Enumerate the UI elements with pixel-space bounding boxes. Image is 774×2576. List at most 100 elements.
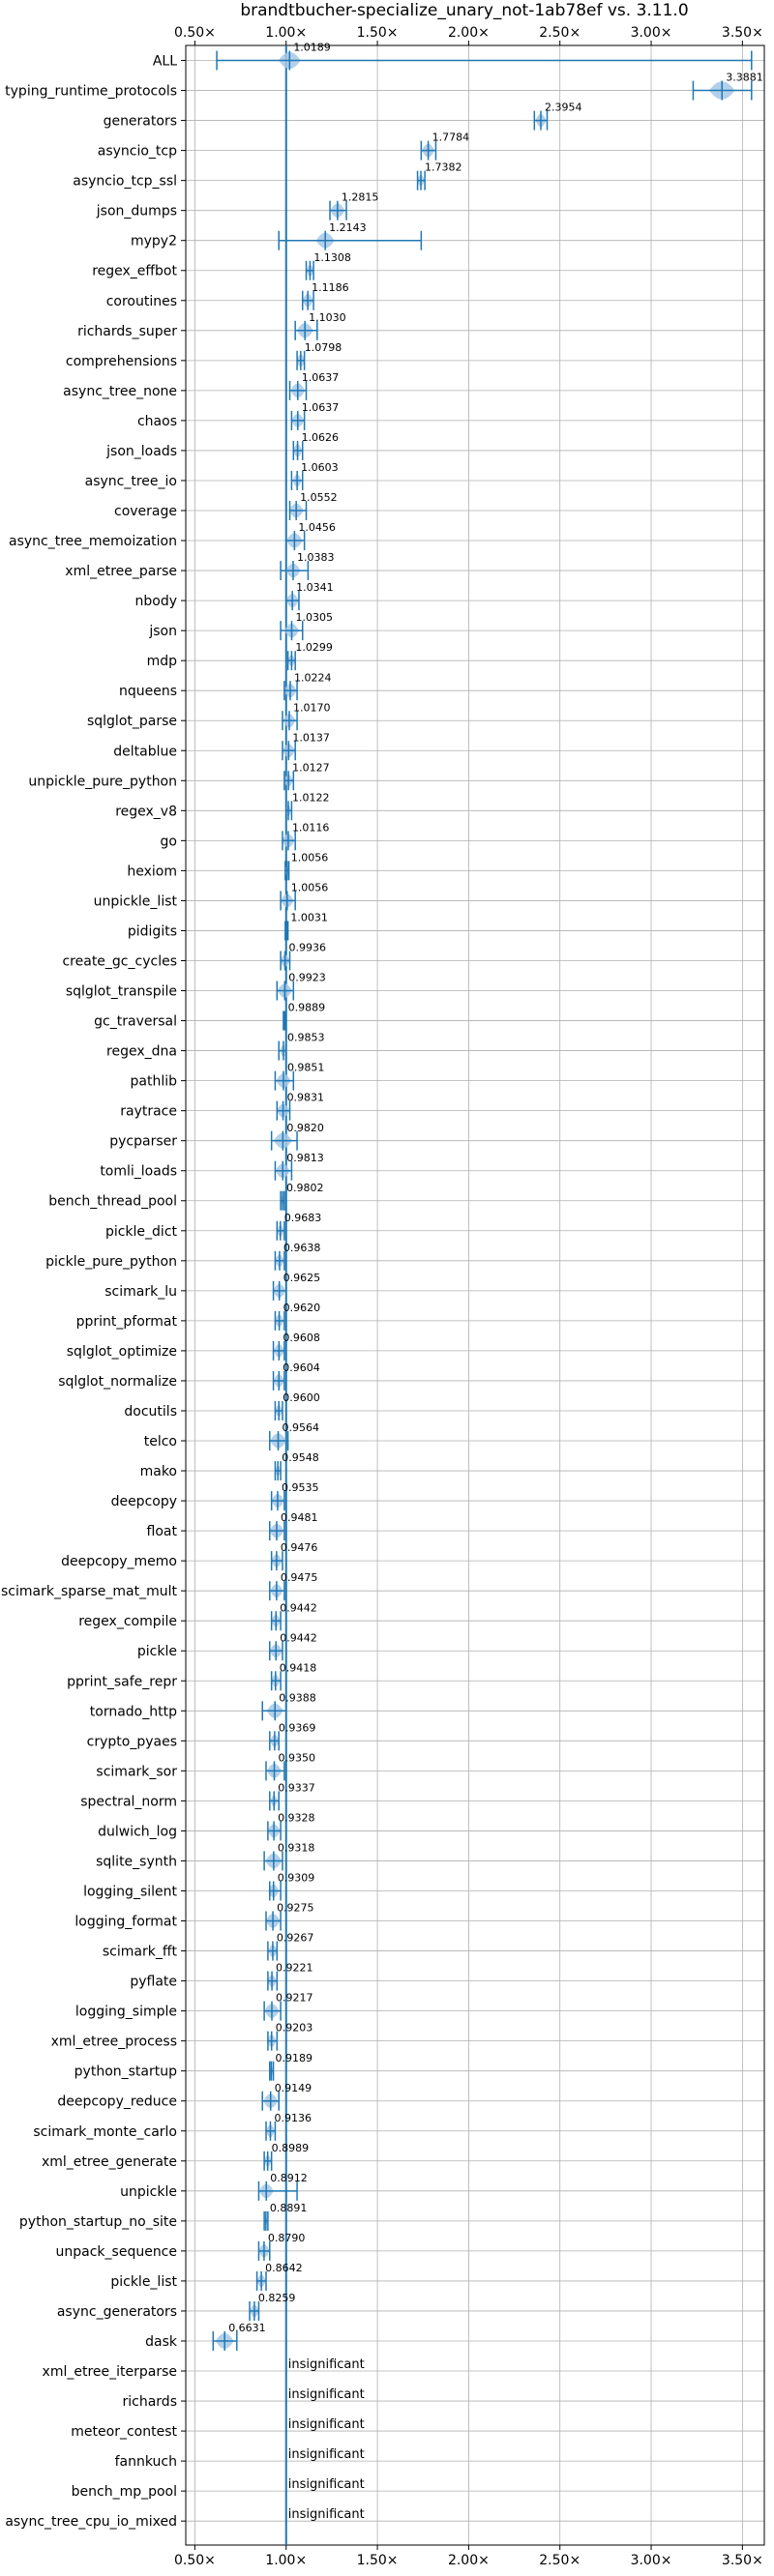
benchmark-label: async_tree_io: [85, 474, 177, 489]
benchmark-label: sqlglot_transpile: [66, 984, 177, 1000]
benchmark-label: mypy2: [131, 234, 177, 249]
value-label: 0.9476: [281, 1541, 318, 1554]
value-label: 0.9638: [283, 1242, 321, 1254]
value-label: 0.8912: [270, 2172, 308, 2184]
benchmark-label: logging_simple: [75, 2005, 177, 2020]
benchmark-label: richards_super: [77, 324, 177, 339]
benchmark-label: pickle_list: [110, 2274, 177, 2290]
benchmark-label: pickle: [137, 1644, 177, 1659]
value-label: 1.0137: [292, 731, 330, 744]
x-tick-label-bottom: 2.50×: [539, 2553, 580, 2568]
benchmark-label: comprehensions: [66, 354, 177, 369]
value-label: 1.0637: [302, 401, 340, 414]
benchmark-label: logging_format: [74, 1915, 177, 1930]
x-tick-label-top: 3.50×: [722, 25, 763, 41]
value-label: 0.8790: [268, 2232, 306, 2244]
value-label: 1.1186: [312, 281, 349, 294]
benchmark-label: scimark_sparse_mat_mult: [1, 1584, 177, 1599]
insignificant-label: insignificant: [288, 2507, 365, 2522]
value-label: 1.1030: [309, 311, 346, 324]
x-tick-label-bottom: 3.50×: [722, 2553, 763, 2568]
x-tick-label-bottom: 2.00×: [448, 2553, 490, 2568]
x-tick-label-bottom: 1.50×: [357, 2553, 399, 2568]
value-label: 0.9802: [286, 1182, 324, 1194]
benchmark-label: chaos: [137, 414, 177, 429]
benchmark-label: bench_mp_pool: [72, 2484, 177, 2500]
benchmark-label: docutils: [124, 1404, 177, 1420]
value-label: 0.9853: [287, 1032, 325, 1044]
value-label: 1.0626: [302, 431, 340, 444]
value-label: 0.9604: [283, 1361, 320, 1374]
value-label: 1.0031: [290, 912, 328, 924]
value-label: 0.9388: [279, 1691, 316, 1704]
benchmark-label: async_tree_none: [63, 384, 177, 399]
benchmark-label: pickle_dict: [105, 1224, 178, 1240]
value-label: 0.9683: [284, 1212, 322, 1224]
benchmark-label: regex_dna: [106, 1044, 177, 1060]
value-label: 0.9936: [289, 942, 327, 954]
benchmark-label: xml_etree_iterparse: [43, 2364, 177, 2380]
value-label: 0.9442: [280, 1631, 317, 1644]
x-tick-label-top: 0.50×: [174, 25, 216, 41]
value-label: 1.7784: [432, 132, 470, 144]
value-label: 1.0299: [295, 641, 333, 654]
benchmark-label: pathlib: [131, 1074, 178, 1090]
value-label: 1.1308: [313, 251, 351, 264]
benchmark-label: mako: [140, 1464, 177, 1479]
value-label: 1.0603: [301, 461, 339, 474]
value-label: 0.9475: [281, 1571, 318, 1584]
value-label: 0.9318: [278, 1842, 315, 1855]
value-label: 0.9369: [279, 1721, 316, 1734]
plot-frame: [185, 44, 765, 2546]
x-tick-label-bottom: 0.50×: [174, 2553, 216, 2568]
benchmark-label: nbody: [135, 594, 178, 609]
benchmark-label: go: [161, 834, 177, 849]
benchmark-label: fannkuch: [115, 2454, 177, 2470]
insignificant-label: insignificant: [288, 2417, 365, 2432]
benchmark-label: dulwich_log: [98, 1824, 177, 1839]
value-label: 1.0122: [292, 791, 330, 804]
value-label: 1.0637: [302, 371, 340, 384]
value-label: 1.0170: [293, 701, 331, 714]
benchmark-label: gc_traversal: [94, 1014, 177, 1030]
x-tick-label-top: 1.00×: [265, 25, 307, 41]
x-tick-label-top: 3.00×: [631, 25, 672, 41]
benchmark-label: coverage: [114, 504, 177, 519]
benchmark-label: xml_etree_process: [51, 2034, 177, 2050]
value-label: 0.9564: [283, 1421, 320, 1434]
benchmark-label: telco: [144, 1434, 177, 1449]
value-label: 0.9625: [283, 1272, 321, 1284]
value-label: 0.9328: [278, 1811, 315, 1824]
value-label: 2.3954: [545, 102, 582, 114]
benchmark-label: generators: [104, 114, 177, 130]
benchmark-label: meteor_contest: [71, 2424, 177, 2440]
value-label: 0.9203: [276, 2022, 313, 2034]
value-label: 1.0056: [291, 851, 329, 864]
benchmark-label: bench_thread_pool: [48, 1194, 177, 1210]
value-label: 0.8891: [270, 2202, 308, 2214]
benchmark-label: sqlglot_parse: [87, 714, 177, 729]
benchmark-label: dask: [145, 2334, 178, 2350]
value-label: 0.9831: [287, 1092, 325, 1104]
benchmark-label: asyncio_tcp: [98, 144, 177, 160]
value-label: 0.9189: [275, 2052, 313, 2064]
benchmark-label: nqueens: [119, 684, 177, 699]
value-label: 3.3881: [726, 72, 763, 84]
benchmark-label: typing_runtime_protocols: [5, 84, 177, 100]
x-tick-label-bottom: 3.00×: [631, 2553, 672, 2568]
insignificant-label: insignificant: [288, 2447, 365, 2462]
x-tick-label-top: 2.00×: [448, 25, 490, 41]
value-label: 0.9923: [288, 972, 326, 984]
value-label: 1.0224: [294, 671, 332, 684]
benchmark-label: asyncio_tcp_ssl: [73, 174, 177, 190]
benchmark-label: regex_compile: [78, 1614, 177, 1629]
value-label: 0.9851: [287, 1062, 325, 1074]
benchmark-label: sqlglot_optimize: [67, 1344, 177, 1360]
x-tick-label-top: 1.50×: [357, 25, 399, 41]
benchmark-label: unpack_sequence: [56, 2244, 177, 2260]
value-label: 0.9275: [277, 1902, 314, 1915]
value-label: 0.9136: [274, 2112, 312, 2124]
value-label: 0.9442: [280, 1601, 317, 1614]
value-label: 1.0305: [296, 611, 334, 624]
